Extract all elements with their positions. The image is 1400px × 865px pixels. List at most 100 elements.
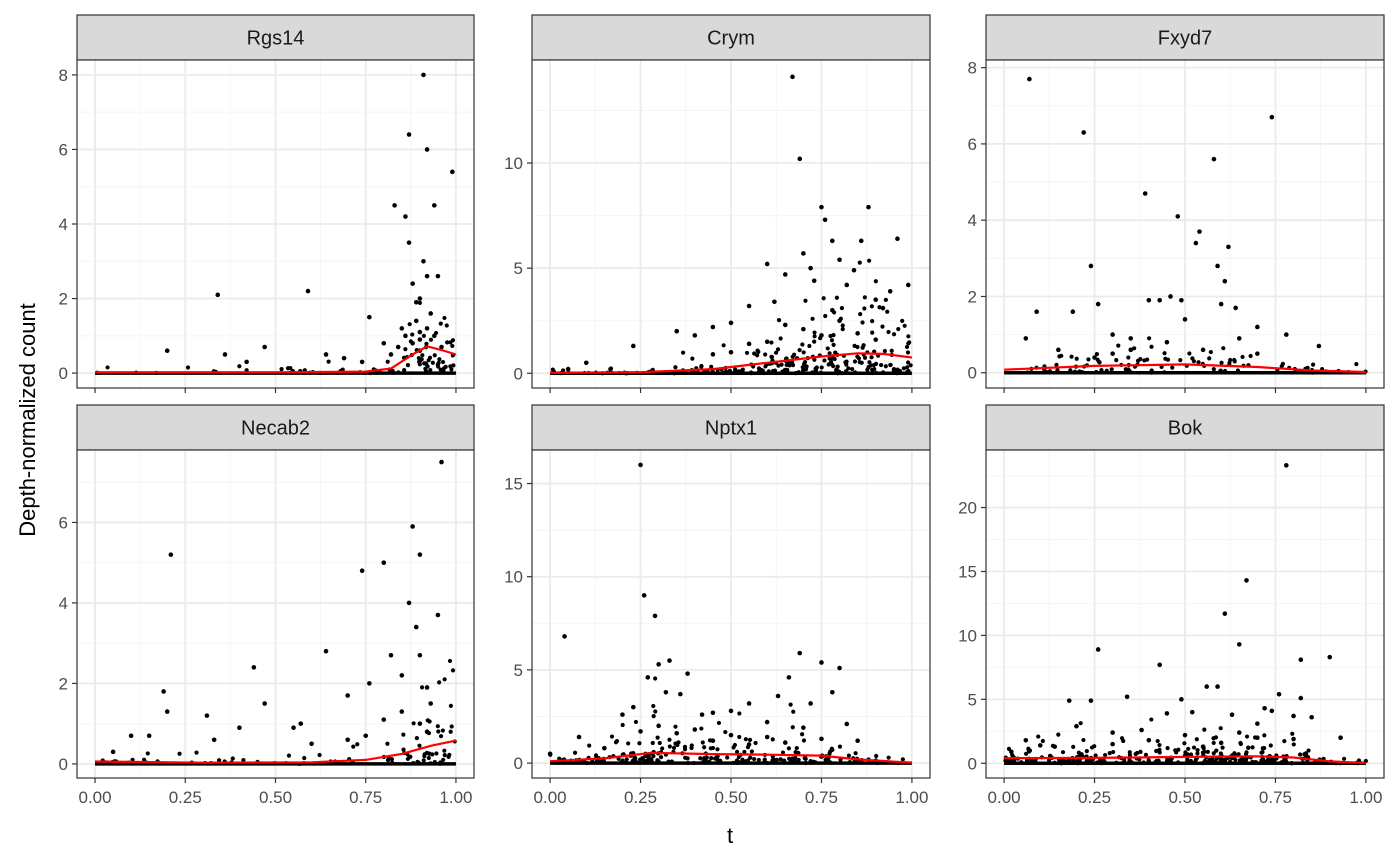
data-point [1185,752,1190,757]
data-point [1278,760,1284,765]
data-point [406,600,412,606]
data-point [584,760,589,766]
data-point [803,298,808,303]
data-point [873,370,879,375]
data-point [326,359,331,364]
data-point [1074,723,1079,729]
data-point [1215,684,1220,689]
data-point [886,755,891,760]
data-point [1211,740,1216,746]
data-point [620,758,625,763]
data-point [740,370,745,375]
data-point [1222,611,1228,616]
x-tick-label: 0.50 [1168,788,1201,807]
data-point [168,552,174,557]
data-point [1243,760,1248,765]
data-point [663,689,669,695]
data-point [790,354,795,359]
data-point [837,665,842,671]
data-point [421,333,426,338]
data-point [856,356,862,361]
data-point [424,273,430,279]
data-point [1135,750,1140,756]
data-point [1236,752,1241,757]
data-point [1205,749,1210,754]
data-point [839,306,845,311]
data-point [1057,354,1062,359]
data-point [769,340,774,345]
data-point [1248,353,1253,359]
data-point [177,751,182,756]
data-point [853,751,858,756]
data-point [1211,751,1216,756]
data-point [1218,740,1224,746]
data-point [1075,759,1080,764]
data-point [401,732,406,737]
data-point [1255,324,1260,330]
data-point [1232,359,1237,364]
data-point [432,759,437,765]
data-point [707,759,712,764]
data-point [690,356,695,361]
data-point [547,751,553,757]
data-point [883,297,888,302]
data-point [602,745,607,751]
data-point [728,732,734,738]
data-point [1237,758,1243,763]
data-point [403,214,408,219]
data-point [374,370,380,375]
data-point [403,333,408,339]
facet-panel-bok: Bok 0 5 10 15 20 0.00 0.25 0.50 0.75 1.00 [958,404,1385,807]
data-point [388,652,394,658]
data-point [1027,749,1032,754]
data-point [1196,360,1201,365]
strip-label: Nptx1 [705,418,757,440]
data-point [1235,368,1241,373]
data-point [786,746,791,751]
data-point [638,462,643,468]
data-point [424,341,429,346]
data-point [1109,370,1115,375]
data-point [1081,130,1086,135]
data-point [1111,749,1116,755]
x-tick-label: 1.00 [1349,788,1382,807]
data-point [808,758,813,764]
data-point [812,334,817,339]
y-axis-title: Depth-normalized count [15,303,40,537]
data-point [850,366,855,372]
data-point [653,676,658,681]
data-point [1215,263,1220,269]
data-point [436,729,441,734]
data-point [1110,741,1115,747]
data-point [837,318,842,324]
data-point [1179,297,1184,303]
data-point [837,257,842,263]
data-point [886,329,891,335]
data-point [422,361,427,366]
data-point [1236,642,1242,647]
data-point [782,758,787,763]
data-point [1194,737,1199,742]
y-tick-label: 4 [968,211,977,230]
data-point [786,360,791,365]
data-point [450,338,456,343]
data-point [411,761,416,766]
data-point [1226,244,1231,250]
data-point [590,759,595,764]
data-point [678,691,683,697]
data-point [1200,744,1206,749]
y-tick-label: 6 [59,140,68,159]
data-point [866,204,871,210]
data-point [764,261,770,267]
data-point [1095,301,1101,307]
data-point [1265,760,1270,765]
data-point [164,709,170,714]
data-points [1009,463,1343,755]
data-point [657,740,662,746]
data-point [645,675,651,680]
data-points [1023,76,1322,360]
data-point [746,742,752,747]
data-point [906,341,911,346]
data-point [1269,114,1275,120]
data-point [880,305,886,311]
